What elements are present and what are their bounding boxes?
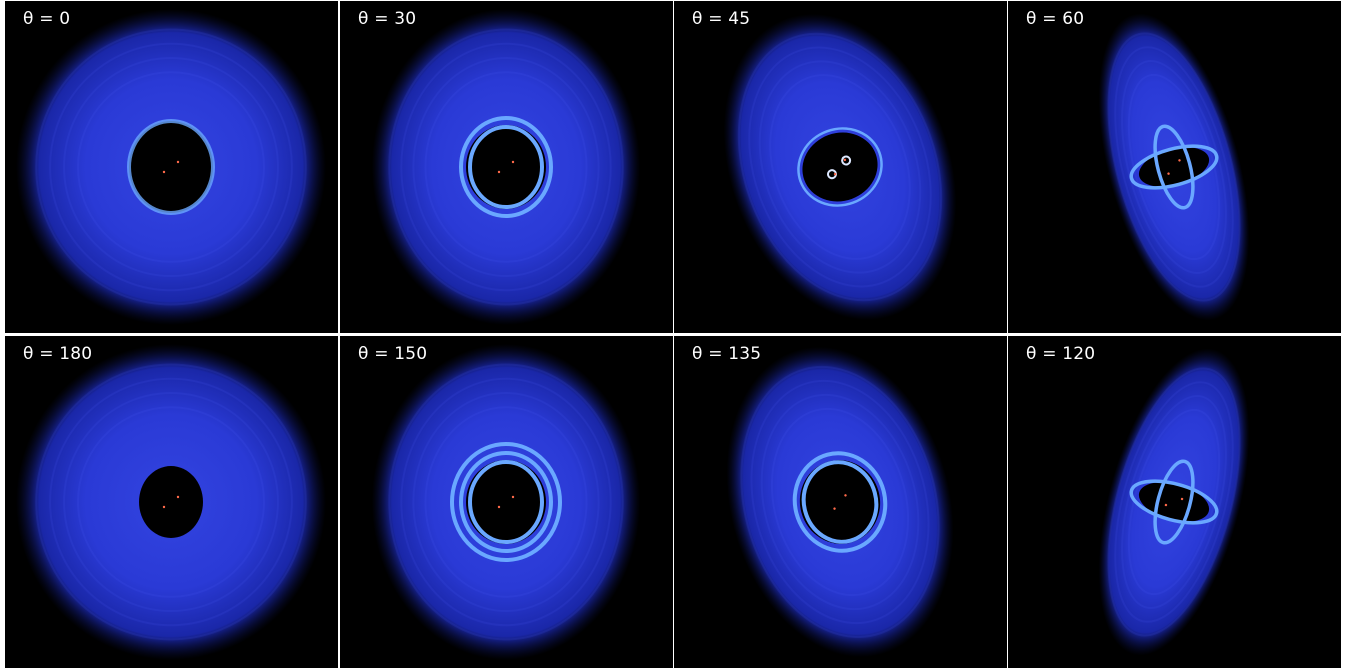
panel-4: θ = 180 [5, 336, 338, 668]
panel-1: θ = 30 [340, 1, 673, 333]
disk-image [371, 9, 641, 325]
panel-7: θ = 120 [1008, 336, 1341, 668]
panel-label: θ = 30 [358, 9, 417, 29]
panel-label: θ = 0 [23, 9, 71, 29]
disk-image [1098, 348, 1250, 656]
disk-image [371, 344, 641, 660]
panel-label: θ = 180 [23, 344, 93, 364]
panel-2: θ = 45 [674, 1, 1007, 333]
panel-3: θ = 60 [1008, 1, 1341, 333]
simulation-panel-grid: θ = 0 θ = 30 θ = 45 θ = 60 θ = 180 θ = 1… [5, 1, 1341, 669]
panel-6: θ = 135 [674, 336, 1007, 668]
panel-label: θ = 150 [358, 344, 428, 364]
panel-label: θ = 120 [1026, 344, 1096, 364]
panel-label: θ = 135 [692, 344, 762, 364]
disk-image [726, 346, 954, 658]
panel-5: θ = 150 [340, 336, 673, 668]
disk-image [1098, 13, 1250, 321]
panel-label: θ = 45 [692, 9, 751, 29]
panel-0: θ = 0 [5, 1, 338, 333]
panel-label: θ = 60 [1026, 9, 1085, 29]
disk-image [723, 13, 957, 321]
disk-image [16, 344, 326, 660]
disk-image [16, 9, 326, 325]
